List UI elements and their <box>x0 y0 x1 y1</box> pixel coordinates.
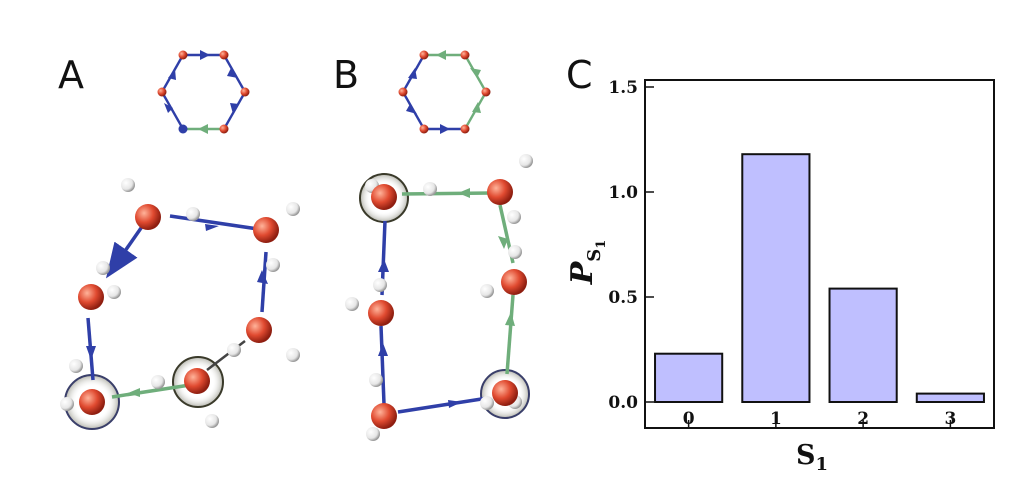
x-tick-label: 1 <box>770 409 782 429</box>
x-tick-label: 3 <box>944 409 956 429</box>
bar-2 <box>828 287 898 404</box>
bar-0 <box>654 352 724 404</box>
hexagon-diagram-a <box>157 50 250 134</box>
y-tick-label: 0.0 <box>608 393 638 413</box>
plot-frame <box>644 79 995 429</box>
panel-label-a: A <box>58 53 84 97</box>
hexagon-diagram-b <box>398 50 491 134</box>
panel-label-b: B <box>333 53 359 97</box>
x-tick-label: 2 <box>857 409 869 429</box>
panel-label-c: C <box>566 53 593 97</box>
x-tick-label: 0 <box>683 409 695 429</box>
y-axis-label: PS1 <box>565 240 609 286</box>
bar-chart: 0.0 0.5 1.0 1.5 0 1 2 3 PS1 S1 <box>565 78 995 475</box>
y-tick-label: 1.5 <box>608 78 638 98</box>
y-tick-label: 0.5 <box>608 288 638 308</box>
bar-1 <box>741 153 811 403</box>
x-axis: 0 1 2 3 <box>683 409 957 429</box>
bars <box>654 153 985 404</box>
y-axis: 0.0 0.5 1.0 1.5 <box>608 78 654 413</box>
x-axis-label: S1 <box>796 440 828 475</box>
water-cluster-a <box>60 178 300 430</box>
bar-3 <box>915 392 985 404</box>
y-tick-label: 1.0 <box>608 183 638 203</box>
water-cluster-b <box>345 154 533 441</box>
